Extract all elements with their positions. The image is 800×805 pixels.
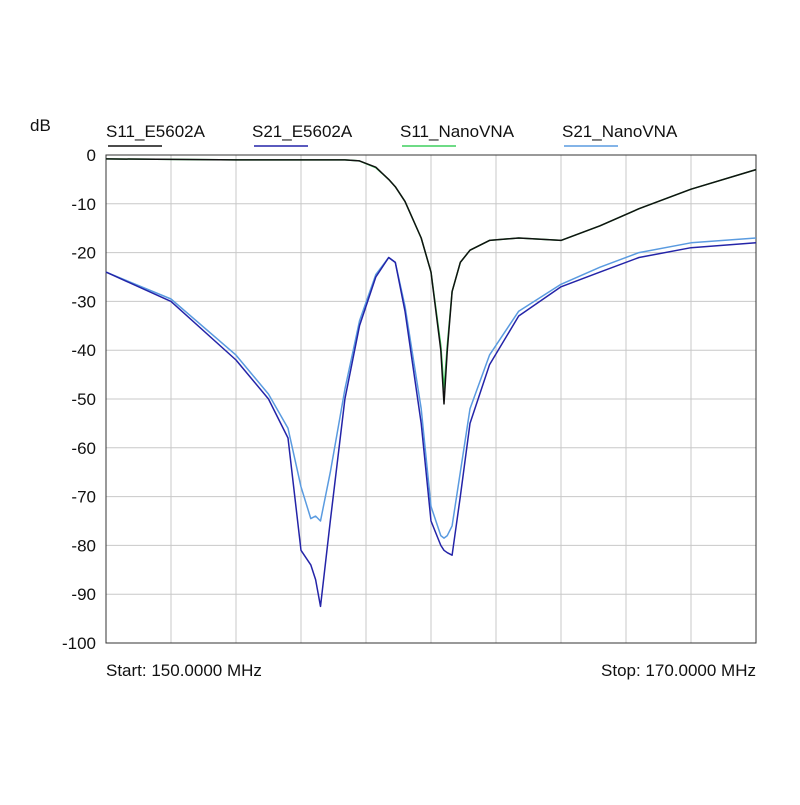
legend-label: S21_NanoVNA <box>562 122 678 141</box>
y-tick-label: -100 <box>62 634 96 653</box>
y-tick-label: -20 <box>71 244 96 263</box>
y-tick-label: -40 <box>71 341 96 360</box>
series-line <box>105 158 757 405</box>
y-tick-label: -80 <box>71 536 96 555</box>
stop-label: Stop: 170.0000 MHz <box>601 661 756 680</box>
legend-label: S11_NanoVNA <box>400 122 515 141</box>
y-axis-label: dB <box>30 116 51 135</box>
y-tick-label: -70 <box>71 488 96 507</box>
y-tick-label: -10 <box>71 195 96 214</box>
y-tick-label: 0 <box>87 146 96 165</box>
y-tick-label: -90 <box>71 585 96 604</box>
y-tick-label: -30 <box>71 292 96 311</box>
legend-label: S21_E5602A <box>252 122 353 141</box>
legend-label: S11_E5602A <box>106 122 206 141</box>
plot-border <box>105 154 757 644</box>
series-line <box>105 242 757 608</box>
y-tick-label: -60 <box>71 439 96 458</box>
y-tick-label: -50 <box>71 390 96 409</box>
start-label: Start: 150.0000 MHz <box>106 661 262 680</box>
series-line <box>105 237 757 539</box>
